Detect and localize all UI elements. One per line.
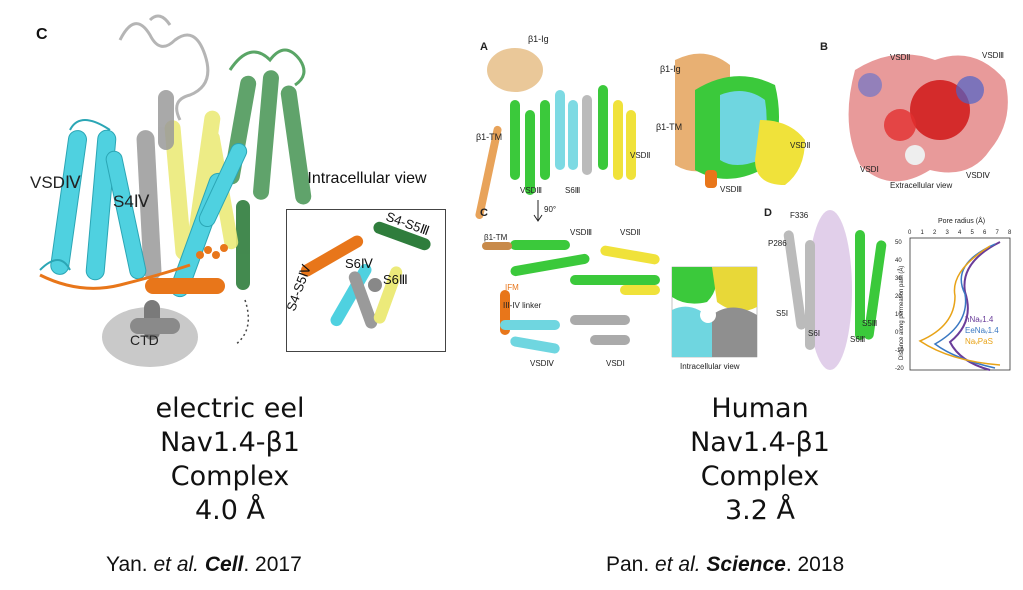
panel-b-letter: B — [820, 41, 828, 53]
pore-xtick: 2 — [933, 230, 937, 236]
label-a-b1ig: β1-Ig — [528, 34, 549, 44]
right-caption-resolution: 3.2 Å — [630, 494, 890, 528]
panel-d-letter: D — [764, 207, 772, 219]
label-b-vsd4: VSDⅣ — [966, 171, 990, 180]
label-a-vsd2-2: VSDⅡ — [790, 141, 810, 150]
label-d-s6-1: S6Ⅰ — [808, 329, 820, 338]
label-b-caption: Extracellular view — [890, 181, 952, 190]
label-d-p286: P286 — [768, 239, 787, 248]
label-d-s5-1: S5Ⅰ — [776, 309, 788, 318]
label-a-b1tm-2: β1-TM — [656, 122, 682, 132]
right-figure: A β1-Ig β1-TM VSDⅢ S6Ⅲ VSDⅡ β1-Ig β1-TM … — [470, 30, 1023, 380]
label-a-vsd2: VSDⅡ — [630, 151, 650, 160]
left-citation-journal: Cell — [205, 553, 244, 576]
legend-hnav: hNaᵥ1.4 — [965, 315, 994, 324]
label-c-vsd3: VSDⅢ — [570, 228, 592, 237]
pore-xtick: 0 — [908, 230, 912, 236]
panel-c-letter: C — [480, 207, 488, 219]
pore-xtick: 4 — [958, 230, 962, 236]
label-d-f336: F336 — [790, 211, 809, 220]
pore-xtick: 1 — [921, 230, 925, 236]
pore-xtick: 3 — [946, 230, 950, 236]
pore-plot-title: Pore radius (Å) — [938, 216, 985, 225]
pore-xtick: 7 — [996, 230, 1000, 236]
legend-navpas: NaᵥPaS — [965, 337, 993, 346]
legend-eenav: EeNaᵥ1.4 — [965, 326, 999, 335]
label-d-s5-3: S5Ⅲ — [862, 319, 877, 328]
right-citation: Pan. et al. Science. 2018 — [606, 553, 844, 577]
pore-xtick: 5 — [971, 230, 975, 236]
label-d-s6-3: S6Ⅲ — [850, 335, 865, 344]
label-c-inset: Intracellular view — [680, 362, 740, 371]
left-caption-resolution: 4.0 Å — [100, 494, 360, 528]
label-c-rot: 90° — [544, 205, 556, 214]
left-figure: C — [0, 0, 460, 380]
label-a-b1tm: β1-TM — [476, 132, 502, 142]
label-c-vsd2: VSDⅡ — [620, 228, 640, 237]
label-c-linker: III-IV linker — [503, 301, 542, 310]
intracellular-inset: Intracellular view S4-S5Ⅲ S6Ⅳ S6Ⅲ S4-S5Ⅳ — [286, 209, 446, 352]
label-c-ifm: IFM — [505, 283, 519, 292]
right-caption-species: Human — [630, 392, 890, 426]
label-s6-3: S6Ⅲ — [383, 272, 408, 288]
label-a-b1ig-2: β1-Ig — [660, 64, 681, 74]
panel-a-letter: A — [480, 41, 488, 53]
label-b-vsd3: VSDⅢ — [982, 51, 1004, 60]
pore-plot-ylabel: Distance along permeation path (Å) — [898, 266, 905, 360]
label-c-b1tm: β1-TM — [484, 233, 508, 242]
label-b-vsd1: VSDⅠ — [860, 165, 879, 174]
label-c-vsd4: VSDⅣ — [530, 359, 554, 368]
left-caption: electric eel Nav1.4-β1 Complex 4.0 Å — [100, 392, 360, 528]
right-citation-journal: Science — [706, 553, 785, 576]
pore-ytick: -20 — [895, 366, 904, 372]
label-vsd4: VSDⅣ — [30, 173, 81, 192]
label-a-vsd3: VSDⅢ — [520, 186, 542, 195]
human-nav-figure: A β1-Ig β1-TM VSDⅢ S6Ⅲ VSDⅡ β1-Ig β1-TM … — [470, 30, 1023, 380]
inset-title: Intracellular view — [297, 169, 437, 188]
label-s6-4: S6Ⅳ — [345, 256, 373, 272]
right-citation-etal: et al. — [655, 553, 701, 576]
label-b-vsd2: VSDⅡ — [890, 53, 910, 62]
label-s4: S4Ⅳ — [113, 192, 150, 211]
left-citation-etal: et al. — [153, 553, 199, 576]
right-caption-complex: Nav1.4-β1 Complex — [630, 426, 890, 494]
pore-ytick: 40 — [895, 258, 902, 264]
pore-xtick: 6 — [983, 230, 987, 236]
right-caption: Human Nav1.4-β1 Complex 3.2 Å — [630, 392, 890, 528]
left-caption-complex: Nav1.4-β1 Complex — [100, 426, 360, 494]
left-caption-species: electric eel — [100, 392, 360, 426]
left-citation: Yan. et al. Cell. 2017 — [106, 553, 302, 577]
label-a-vsd3-2: VSDⅢ — [720, 185, 742, 194]
label-ctd: CTD — [130, 332, 159, 348]
pore-ytick: 50 — [895, 240, 902, 246]
label-c-vsd1: VSDⅠ — [606, 359, 625, 368]
pore-xtick: 8 — [1008, 230, 1012, 236]
label-a-s6: S6Ⅲ — [565, 186, 580, 195]
